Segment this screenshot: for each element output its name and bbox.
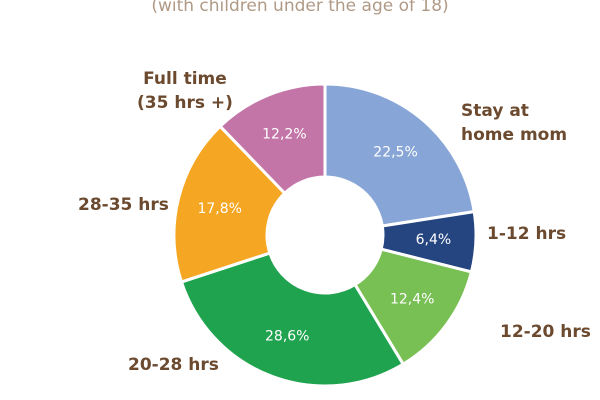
label-stay-line1: Stay at [461, 101, 529, 121]
label-full-line1: Full time [143, 69, 227, 89]
label-full-line2: (35 hrs +) [137, 93, 233, 113]
label-28-35-hrs: 28-35 hrs [78, 195, 169, 215]
value-label-12-20-hrs: 12,4% [390, 292, 434, 308]
label-stay-at-home-mom: Stay at home mom [461, 99, 567, 147]
donut-slices [172, 82, 478, 388]
value-label-28-35-hrs: 17,8% [197, 201, 241, 217]
value-label-full-time: 12,2% [262, 126, 306, 142]
label-20-28-hrs: 20-28 hrs [128, 355, 219, 375]
slice-value-labels: 22,5% 6,4% 12,4% 28,6% 17,8% 12,2% [197, 126, 451, 344]
value-label-1-12-hrs: 6,4% [416, 232, 452, 248]
value-label-20-28-hrs: 28,6% [265, 329, 309, 345]
value-label-stay-at-home-mom: 22,5% [373, 145, 417, 161]
label-1-12-hrs: 1-12 hrs [487, 224, 567, 244]
label-12-20-hrs: 12-20 hrs [500, 322, 591, 342]
chart-subtitle: (with children under the age of 18) [151, 0, 449, 16]
label-full-time: Full time (35 hrs +) [137, 67, 233, 115]
slice-stay-at-home-mom [323, 82, 476, 228]
slice-20-28-hrs [179, 251, 405, 388]
label-stay-line2: home mom [461, 125, 568, 145]
slice-full-time [218, 82, 327, 195]
